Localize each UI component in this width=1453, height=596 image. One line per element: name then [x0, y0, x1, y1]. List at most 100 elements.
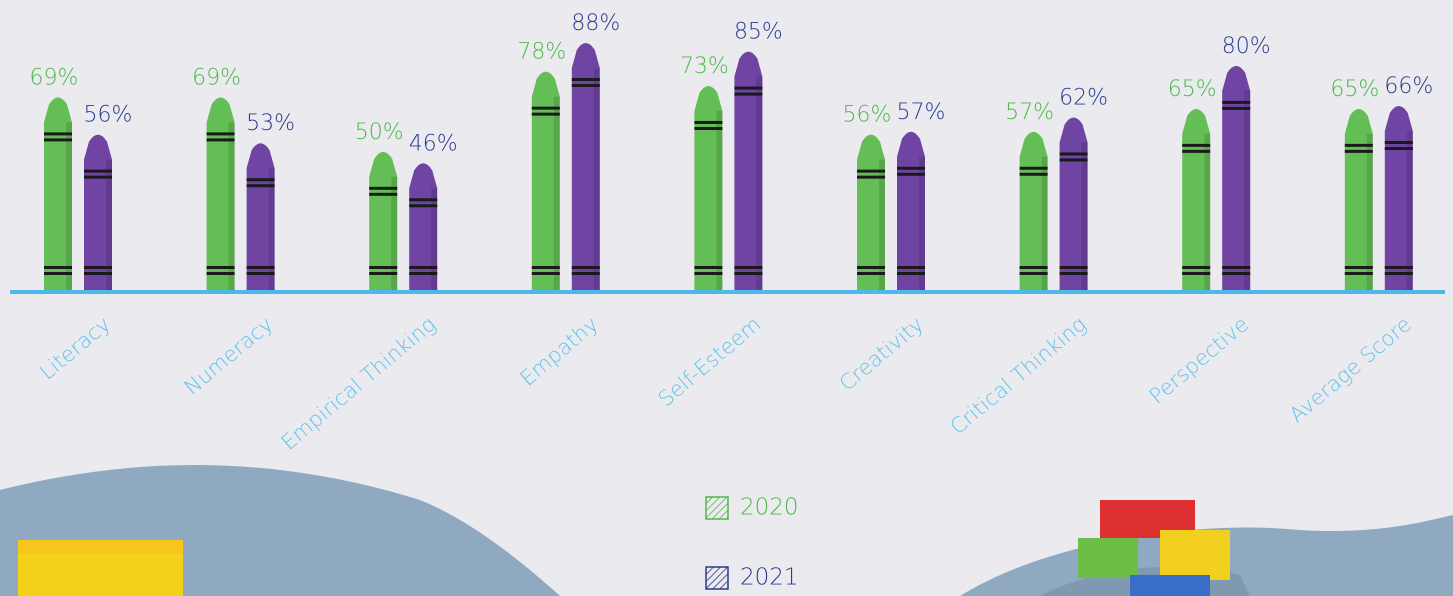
- crayon-stripe: [694, 266, 723, 269]
- crayon-stripe: [1019, 272, 1048, 275]
- crayon-shade: [66, 122, 72, 290]
- crayon-stripe: [1019, 166, 1048, 170]
- crayon-shade: [268, 168, 275, 290]
- crayon-stripe: [897, 272, 925, 275]
- crayon-stripe: [246, 184, 275, 188]
- value-label: 65%: [1330, 77, 1379, 102]
- x-tick-label: Creativity: [835, 312, 928, 396]
- crayon-stripe: [409, 198, 438, 202]
- crayon-stripe: [44, 138, 72, 142]
- crayon-stripe: [246, 272, 275, 275]
- crayon-bar: [1222, 65, 1251, 290]
- crayon-stripe: [1222, 106, 1251, 110]
- crayon-shade: [553, 96, 560, 291]
- crayon-stripe: [206, 138, 235, 142]
- toy-bricks: [18, 500, 1230, 596]
- crayon-bar: [44, 97, 72, 290]
- legend-label: 2021: [740, 565, 799, 591]
- crayon-stripe: [571, 78, 600, 81]
- value-label: 73%: [680, 54, 729, 79]
- crayon-stripe: [531, 106, 560, 110]
- crayon-stripe: [369, 192, 398, 196]
- value-label: 80%: [1222, 34, 1271, 59]
- crayon-bar: [531, 71, 560, 291]
- crayon-stripe: [1222, 272, 1251, 275]
- x-tick-label: Empirical Thinking: [277, 312, 441, 455]
- crayon-stripe: [84, 272, 112, 275]
- crayon-stripe: [44, 266, 72, 269]
- value-label: 57%: [1005, 100, 1054, 125]
- crayon-stripe: [857, 272, 885, 275]
- crayon-shade: [716, 110, 723, 290]
- crayon-stripe: [857, 266, 885, 269]
- crayon-stripe: [1344, 266, 1373, 269]
- crayon-stripe: [694, 272, 723, 275]
- crayon-stripe: [206, 266, 235, 269]
- crayon-shade: [106, 159, 112, 290]
- crayon-stripe: [409, 272, 438, 275]
- crayon-stripe: [1222, 266, 1251, 269]
- crayon-shade: [1081, 142, 1088, 290]
- crayon-shade: [391, 176, 398, 290]
- crayon-stripe: [1344, 143, 1373, 147]
- value-label: 46%: [409, 131, 458, 156]
- crayon-stripe: [1384, 272, 1413, 275]
- crayon-stripe: [1059, 152, 1088, 156]
- crayon-stripe: [84, 175, 112, 179]
- crayon-stripe: [1019, 172, 1048, 176]
- crayon-bar: [369, 151, 398, 290]
- crayon-shade: [1204, 133, 1211, 290]
- crayon-stripe: [897, 166, 925, 170]
- crayon-stripe: [206, 132, 235, 136]
- crayon-shade: [593, 68, 600, 290]
- value-label: 53%: [246, 111, 295, 136]
- value-label: 62%: [1059, 85, 1108, 110]
- crayon-stripe: [734, 86, 763, 90]
- crayon-bar: [409, 163, 438, 290]
- crayon-shade: [431, 188, 438, 290]
- crayon-shade: [1366, 133, 1373, 290]
- x-tick-label: Critical Thinking: [946, 312, 1091, 439]
- crayon-shade: [1041, 156, 1048, 290]
- crayon-stripe: [1182, 266, 1211, 269]
- crayon-bar: [84, 134, 112, 290]
- value-label: 65%: [1168, 77, 1217, 102]
- crayon-stripe: [246, 266, 275, 269]
- value-label: 78%: [517, 40, 566, 65]
- crayon-stripe: [1059, 272, 1088, 275]
- value-label: 56%: [843, 103, 892, 128]
- crayon-bar: [1019, 131, 1048, 290]
- crayon-shade: [228, 122, 235, 290]
- crayon-stripe: [1059, 158, 1088, 162]
- crayon-stripe: [369, 186, 398, 190]
- crayon-bar: [694, 85, 723, 290]
- crayon-bar: [1344, 108, 1373, 290]
- crayon-stripe: [857, 175, 885, 179]
- crayon-bar: [857, 134, 885, 290]
- crayon-stripe: [409, 204, 438, 208]
- crayon-bar: [897, 131, 925, 290]
- crayon-shade: [1406, 131, 1413, 290]
- crayon-stripe: [1344, 272, 1373, 275]
- crayon-shade: [1244, 90, 1251, 290]
- x-tick-label: Perspective: [1145, 312, 1254, 409]
- value-label: 56%: [84, 103, 133, 128]
- crayon-stripe: [206, 272, 235, 275]
- crayon-stripe: [734, 92, 763, 96]
- crayon-stripe: [409, 266, 438, 269]
- value-label: 57%: [897, 100, 946, 125]
- crayon-stripe: [897, 172, 925, 176]
- legend-swatch: [705, 496, 729, 520]
- legend-label: 2020: [740, 495, 799, 521]
- crayon-stripe: [571, 84, 600, 87]
- crayon-stripe: [1384, 141, 1413, 144]
- x-tick-label: Average Score: [1285, 312, 1416, 427]
- crayon-stripe: [84, 266, 112, 269]
- x-tick-label: Empathy: [516, 312, 603, 391]
- value-label: 50%: [355, 120, 404, 145]
- crayon-stripe: [531, 112, 560, 116]
- crayon-stripe: [1182, 143, 1211, 147]
- crayon-bar: [571, 43, 600, 290]
- crayon-stripe: [531, 266, 560, 269]
- crayon-stripe: [1384, 266, 1413, 269]
